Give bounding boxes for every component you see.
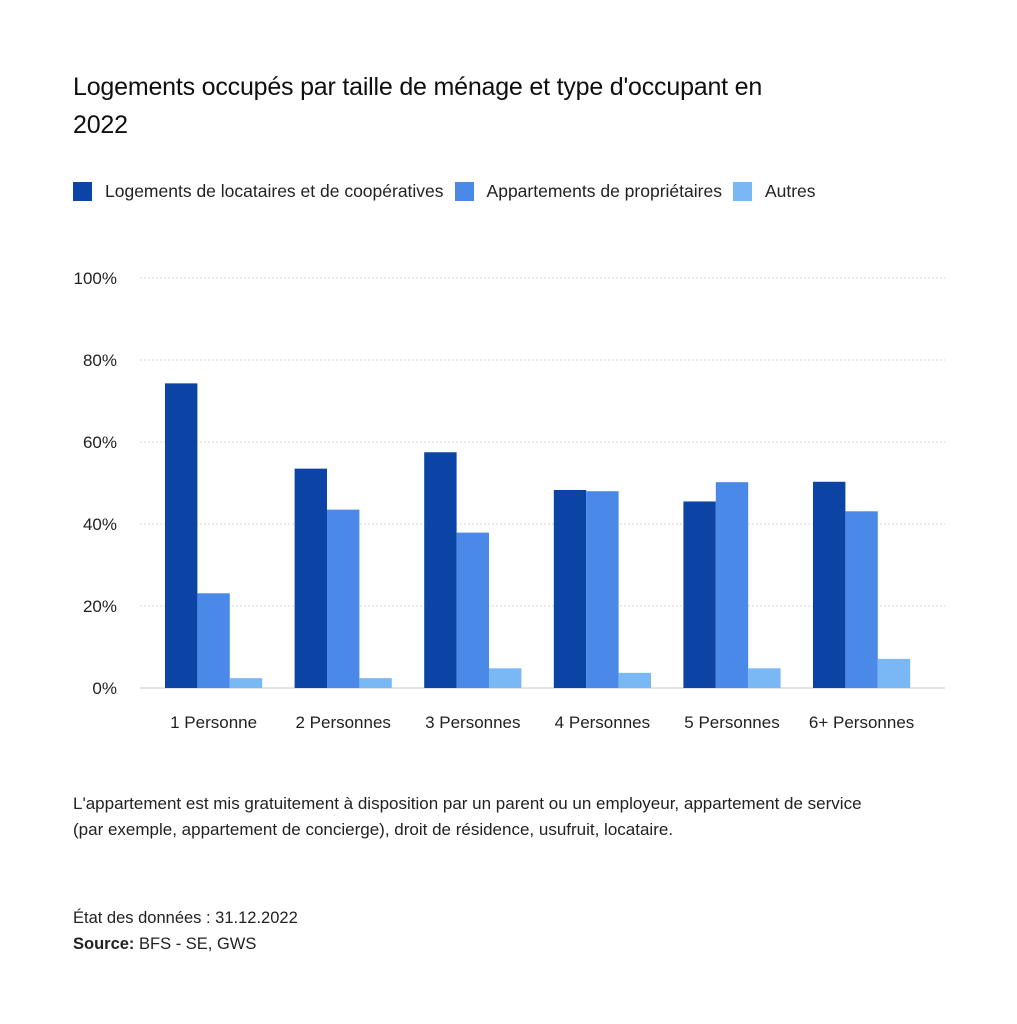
bar <box>683 501 716 688</box>
x-tick-label: 2 Personnes <box>295 713 390 732</box>
legend-label-proprietaires: Appartements de propriétaires <box>486 181 722 201</box>
bar <box>229 678 263 688</box>
x-tick-label: 4 Personnes <box>555 713 650 732</box>
bar <box>553 489 587 688</box>
x-tick-label: 3 Personnes <box>425 713 520 732</box>
source-label: Source: <box>73 935 135 953</box>
bar <box>586 491 619 688</box>
legend-item-proprietaires: Appartements de propriétaires <box>454 181 722 202</box>
bar <box>845 511 878 688</box>
bar <box>813 481 846 688</box>
bar <box>359 678 392 688</box>
bar <box>327 509 360 688</box>
source-value: BFS - SE, GWS <box>139 935 257 953</box>
legend-item-locataires: Logements de locataires et de coopérativ… <box>73 181 444 202</box>
legend-label-locataires: Logements de locataires et de coopérativ… <box>105 181 444 201</box>
bar <box>618 672 651 688</box>
data-date: État des données : 31.12.2022 <box>73 909 298 927</box>
chart-title: Logements occupés par taille de ménage e… <box>73 73 763 139</box>
x-tick-label: 1 Personne <box>170 713 257 732</box>
bar-chart: 0% 20% 40% 60% 80% 100% 1 Personne 2 Personnes 3… <box>74 269 945 732</box>
x-tick-label: 5 Personnes <box>684 713 779 732</box>
bar <box>197 593 230 688</box>
legend-label-autres: Autres <box>764 181 816 201</box>
y-tick-label: 60% <box>83 433 117 452</box>
y-tick-label: 0% <box>92 679 117 698</box>
chart-footnote: L'appartement est mis gratuitement à dis… <box>73 794 862 839</box>
legend-swatch-autres <box>732 182 752 201</box>
x-tick-label: 6+ Personnes <box>809 713 914 732</box>
legend-swatch-locataires <box>73 182 92 201</box>
source-line: Source: BFS - SE, GWS <box>73 931 298 957</box>
chart-legend: Logements de locataires et de coopérativ… <box>73 181 827 202</box>
bar <box>877 658 911 688</box>
bar <box>715 482 749 688</box>
legend-item-autres: Autres <box>732 181 816 202</box>
bar <box>456 532 489 688</box>
bar <box>165 383 198 688</box>
chart-meta: État des données : 31.12.2022 Source: BF… <box>73 905 298 957</box>
bar <box>294 468 327 688</box>
y-tick-label: 20% <box>83 597 117 616</box>
legend-swatch-proprietaires <box>454 182 474 201</box>
bar <box>489 668 522 688</box>
y-tick-label: 100% <box>74 269 117 288</box>
y-tick-label: 40% <box>83 515 117 534</box>
bar <box>748 668 781 688</box>
bar <box>424 452 457 688</box>
y-tick-label: 80% <box>83 351 117 370</box>
